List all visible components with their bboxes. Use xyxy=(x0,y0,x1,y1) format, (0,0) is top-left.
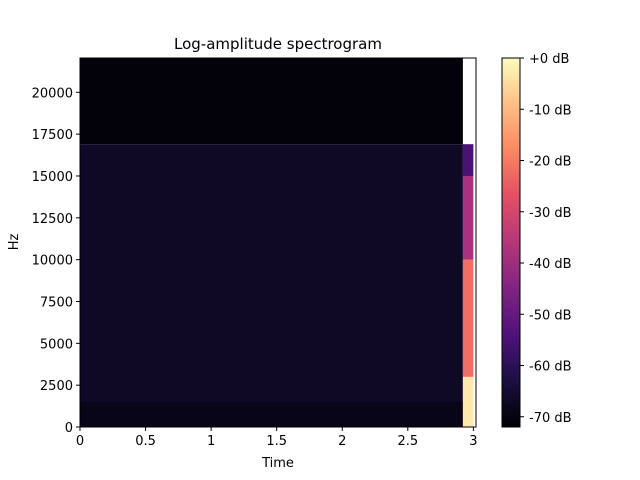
colorbar-tick-label: -30 dB xyxy=(529,206,572,221)
colorbar-tick-label: +0 dB xyxy=(529,52,569,67)
y-tick-label: 2500 xyxy=(40,379,73,394)
colorbar-tick-label: -40 dB xyxy=(529,257,572,272)
plot-frame xyxy=(79,57,477,428)
y-tick-label: 10000 xyxy=(32,254,73,269)
heatmap-region-4 xyxy=(462,259,474,377)
x-tick-label: 0.5 xyxy=(135,434,156,449)
colorbar-tick-label: -50 dB xyxy=(529,308,572,323)
heatmap-region-5 xyxy=(462,175,474,260)
x-axis: 0 0.5 1 1.5 2 2.5 3 xyxy=(76,427,478,449)
heatmap-region-6 xyxy=(462,144,474,176)
plot-area xyxy=(80,58,474,428)
y-axis-label: Hz xyxy=(7,234,22,251)
y-tick-label: 20000 xyxy=(32,86,73,101)
x-tick-label: 3 xyxy=(469,434,477,449)
heatmap-region-2 xyxy=(80,401,463,427)
colorbar-tick-label: -20 dB xyxy=(529,155,572,170)
x-tick-label: 0 xyxy=(76,434,84,449)
chart-title: Log-amplitude spectrogram xyxy=(174,35,382,53)
y-tick-label: 5000 xyxy=(40,337,73,352)
y-axis: 0 2500 5000 7500 10000 12500 15000 17500 20000 xyxy=(32,86,80,436)
x-tick-label: 2.5 xyxy=(397,434,418,449)
colorbar-tick-label: -70 dB xyxy=(529,411,572,426)
y-tick-label: 12500 xyxy=(32,212,73,227)
colorbar-tick-label: -60 dB xyxy=(529,360,572,375)
y-tick-label: 15000 xyxy=(32,170,73,185)
y-tick-label: 17500 xyxy=(32,128,73,143)
colorbar-ticks: +0 dB -10 dB -20 dB -30 dB -40 dB -50 dB -60 d… xyxy=(520,52,572,426)
x-tick-label: 2 xyxy=(338,434,346,449)
heatmap-region-3 xyxy=(462,376,474,427)
colorbar-tick-label: -10 dB xyxy=(529,103,572,118)
x-axis-label: Time xyxy=(261,456,294,471)
x-tick-label: 1.5 xyxy=(266,434,287,449)
colorbar xyxy=(501,57,521,428)
heatmap-region-1 xyxy=(80,144,463,428)
y-tick-label: 7500 xyxy=(40,295,73,310)
heatmap-region-0 xyxy=(80,58,463,145)
y-tick-label: 0 xyxy=(65,421,73,436)
x-tick-label: 1 xyxy=(207,434,215,449)
